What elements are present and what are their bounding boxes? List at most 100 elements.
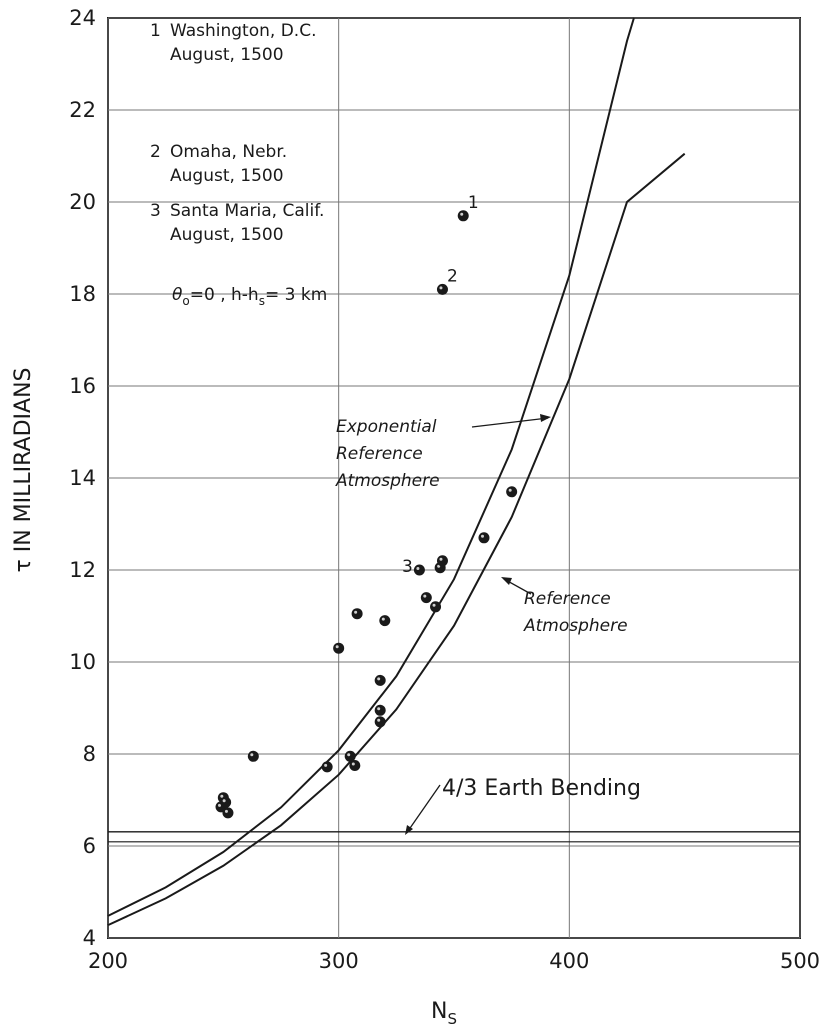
data-point-9: [351, 608, 363, 620]
data-point-7: [344, 750, 356, 762]
annotation-earth-arrow: [407, 784, 441, 832]
data-point-8-highlight: [351, 762, 355, 766]
x-axis-label: NS: [431, 999, 457, 1028]
data-point-7-highlight: [347, 753, 351, 757]
data-point-18: [436, 555, 448, 567]
y-tick-label-10: 10: [69, 650, 96, 674]
data-point-20: [457, 210, 469, 222]
data-point-4-dot: [247, 750, 259, 762]
y-tick-label-16: 16: [69, 374, 96, 398]
data-point-6: [333, 642, 345, 654]
data-point-5-highlight: [324, 763, 328, 767]
data-point-5-dot: [321, 761, 333, 773]
data-point-12-dot: [374, 716, 386, 728]
y-tick-label-20: 20: [69, 190, 96, 214]
data-point-19-dot: [436, 283, 448, 295]
annotation-exponential-arrowhead: [540, 414, 551, 422]
annotation-reference-1: Reference: [524, 589, 611, 609]
data-point-11: [374, 704, 386, 716]
annotation-exponential-2: Reference: [336, 444, 423, 464]
curve-series-0: [107, 17, 635, 917]
data-point-11-highlight: [377, 707, 381, 711]
data-point-12-highlight: [377, 718, 381, 722]
legend-num-1: 1: [150, 21, 161, 41]
annotation-earth-arrowhead: [405, 825, 413, 835]
legend-label-1b: August, 1500: [170, 45, 284, 65]
data-point-16: [430, 601, 442, 613]
data-point-10: [374, 674, 386, 686]
data-point-4: [247, 750, 259, 762]
y-tick-label-22: 22: [69, 98, 96, 122]
legend-label-2b: August, 1500: [170, 166, 284, 186]
curves: [107, 17, 800, 927]
legend-label-3b: August, 1500: [170, 225, 284, 245]
data-point-22-highlight: [508, 488, 512, 492]
data-point-15-dot: [420, 592, 432, 604]
annotation-exponential-1: Exponential: [336, 417, 437, 437]
data-point-14-highlight: [416, 567, 420, 570]
data-point-14-dot: [413, 564, 425, 576]
data-point-0-highlight: [218, 803, 222, 807]
data-point-4-highlight: [250, 753, 254, 757]
data-point-11-dot: [374, 704, 386, 716]
data-point-18-dot: [436, 555, 448, 567]
data-point-8-dot: [349, 760, 361, 771]
point-labels: 1 2 3: [402, 193, 479, 577]
data-point-10-highlight: [377, 677, 381, 681]
data-point-19-highlight: [439, 286, 443, 290]
data-point-17-highlight: [437, 564, 441, 568]
data-point-9-dot: [351, 608, 363, 620]
curve-series-1: [107, 152, 686, 927]
legend-label-3a: Santa Maria, Calif.: [170, 201, 324, 221]
y-tick-label-18: 18: [69, 282, 96, 306]
point-label-1: 1: [468, 193, 479, 213]
data-points: [215, 210, 518, 819]
legend-label-1a: Washington, D.C.: [170, 21, 316, 41]
legend-num-2: 2: [150, 142, 161, 162]
annotation-exponential-3: Atmosphere: [335, 471, 440, 491]
data-point-6-dot: [333, 642, 345, 654]
point-label-3: 3: [402, 557, 413, 577]
legend-num-3: 3: [150, 201, 161, 221]
x-tick-label-400: 400: [549, 949, 589, 973]
data-point-1-highlight: [220, 794, 224, 798]
data-point-2: [220, 796, 232, 808]
legend-label-2a: Omaha, Nebr.: [170, 142, 287, 162]
annotations: Exponential Reference Atmosphere Referen…: [335, 414, 641, 835]
point-label-2: 2: [447, 266, 458, 286]
x-tick-label-300: 300: [319, 949, 359, 973]
grid: [107, 17, 801, 939]
data-point-9-highlight: [354, 610, 358, 614]
annotation-earth-bending: 4/3 Earth Bending: [442, 776, 641, 801]
y-tick-label-4: 4: [83, 926, 96, 950]
annotation-reference-2: Atmosphere: [523, 616, 628, 636]
data-point-13-highlight: [381, 617, 385, 621]
y-tick-label-6: 6: [83, 834, 96, 858]
data-point-22: [506, 486, 518, 498]
data-point-15-highlight: [423, 594, 427, 598]
data-point-6-highlight: [335, 645, 339, 649]
data-point-19: [436, 283, 448, 295]
data-point-2-dot: [220, 796, 232, 808]
annotation-reference-arrowhead: [501, 577, 512, 585]
annotation-exponential-arrow: [471, 417, 549, 428]
x-tick-label-200: 200: [88, 949, 128, 973]
data-point-3-highlight: [224, 809, 228, 813]
data-point-20-dot: [457, 210, 469, 222]
data-point-2-highlight: [222, 799, 226, 803]
y-tick-label-24: 24: [69, 6, 96, 30]
data-point-12: [374, 716, 386, 728]
data-point-13-dot: [379, 615, 391, 627]
data-point-20-highlight: [460, 212, 464, 216]
data-point-14: [413, 564, 425, 576]
data-point-15: [420, 592, 432, 604]
data-point-10-dot: [374, 674, 386, 686]
data-point-21: [478, 532, 490, 544]
data-point-21-dot: [478, 532, 490, 544]
legend-condition: θo=0 , h-hs= 3 km: [172, 285, 327, 308]
data-point-7-dot: [344, 750, 356, 762]
data-point-16-highlight: [432, 603, 436, 607]
data-point-3: [222, 807, 234, 819]
